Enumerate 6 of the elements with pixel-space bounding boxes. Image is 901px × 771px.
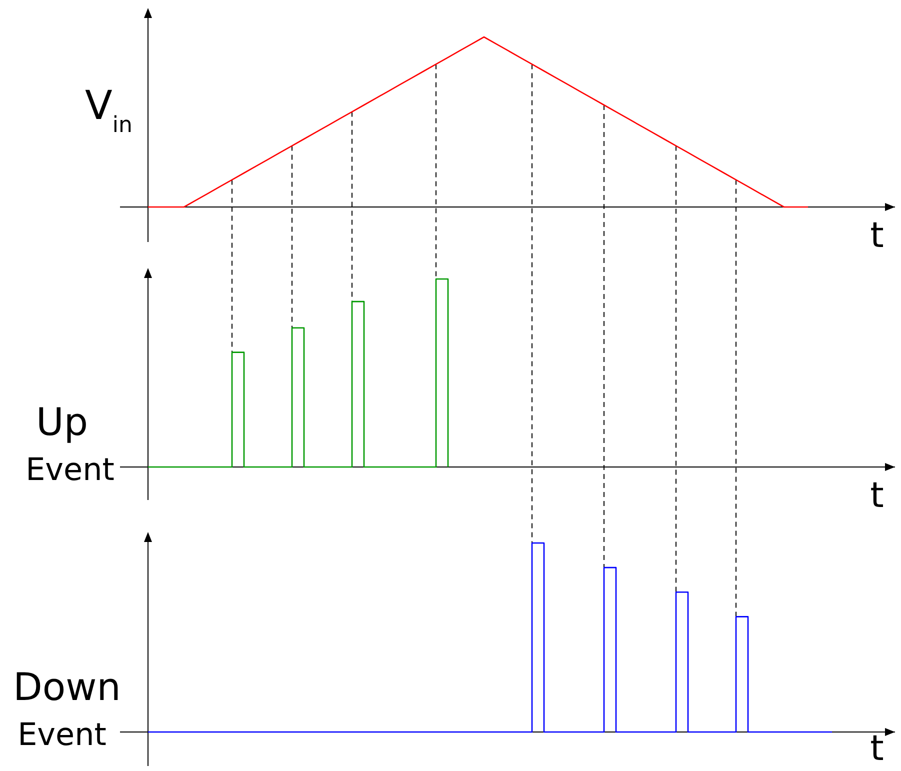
y-axis-title: Down Event — [13, 665, 121, 753]
x-axis-title: t — [870, 216, 884, 256]
x-axis-title: t — [870, 729, 884, 769]
y-axis-title: Up Event — [26, 400, 114, 488]
x-axis-title: t — [870, 476, 884, 516]
y-axis-title: V$_{in}$ — [85, 83, 132, 138]
